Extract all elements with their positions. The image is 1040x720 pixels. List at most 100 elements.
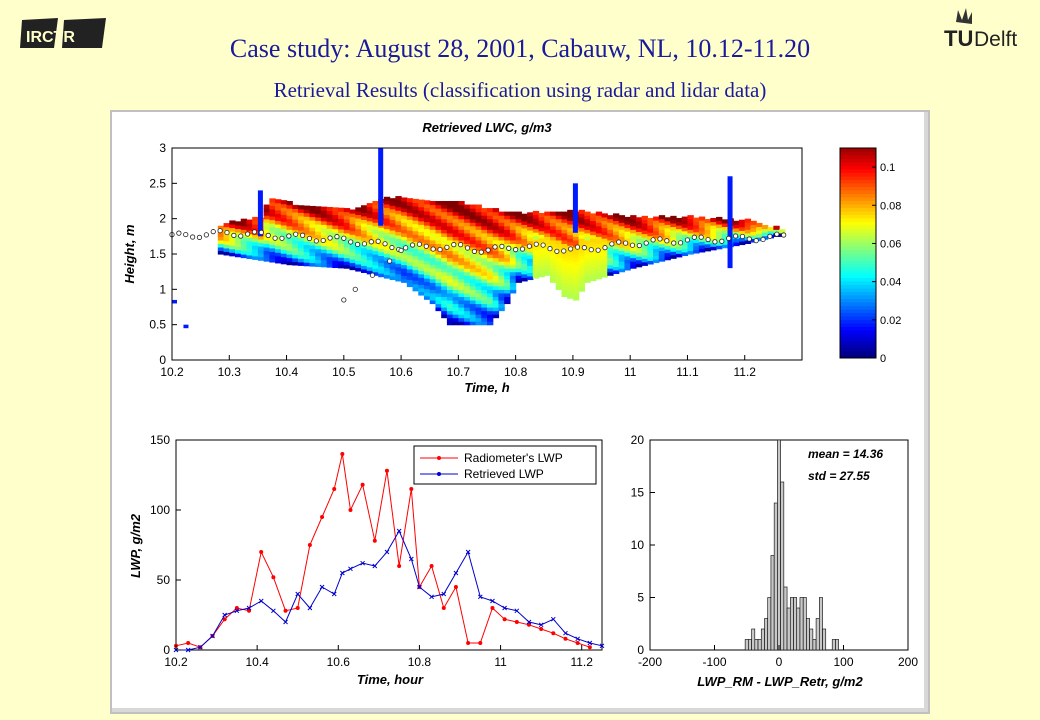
heatmap-cell (332, 249, 339, 254)
lwp-ylabel: LWP, g/m2 (128, 513, 143, 578)
heatmap-cell (441, 310, 448, 315)
heatmap-cell (481, 236, 488, 241)
heatmap-cell (366, 224, 374, 229)
heatmap-cell (710, 228, 717, 233)
heatmap-cell (469, 310, 477, 315)
lidar-point (774, 231, 780, 237)
heatmap-cell (584, 211, 591, 216)
heatmap-cell (544, 243, 551, 248)
heatmap-cell (698, 216, 706, 221)
heatmap-cell (561, 257, 568, 262)
heatmap-cell (446, 232, 454, 237)
heatmap-cell (607, 257, 614, 262)
colorbar-segment (840, 302, 876, 306)
heatmap-cell (607, 246, 614, 252)
hist-x-tick-label: 0 (776, 655, 783, 669)
heatmap-cell (292, 261, 299, 266)
heatmap-cell (366, 220, 374, 225)
heatmap-cell (464, 296, 471, 301)
heatmap-cell (538, 266, 545, 271)
heatmap-cell (521, 213, 528, 218)
heatmap-cell (223, 223, 230, 228)
heatmap-cell (435, 254, 442, 259)
colorbar-segment (840, 281, 876, 285)
heatmap-cell (418, 227, 425, 232)
heatmap-cell (332, 232, 339, 237)
heatmap-cell (653, 227, 660, 232)
heatmap-cell (578, 266, 585, 271)
heatmap-cell (492, 261, 500, 266)
heatmap-cell (504, 275, 511, 280)
colorbar-segment (840, 277, 876, 282)
heatmap-cell (298, 244, 305, 249)
heatmap-cell (521, 277, 528, 282)
heatmap-cell (269, 254, 276, 260)
heatmap-cell (246, 240, 253, 245)
heatmap-cell (504, 229, 511, 234)
heatmap-cell (361, 226, 368, 231)
heatmap-cell (275, 238, 282, 243)
heatmap-cell (487, 264, 494, 269)
heatmap-cell (252, 248, 259, 253)
heatmap-cell (412, 276, 419, 281)
heatmap-cell (492, 236, 500, 241)
heatmap-cell (401, 222, 408, 227)
heatmap-cell (263, 215, 270, 220)
heatmap-cell (613, 255, 620, 260)
hist-y-tick-label: 20 (631, 433, 645, 447)
heatmap-cell (361, 212, 368, 217)
heatmap-cell (653, 241, 660, 246)
heatmap-cell (229, 248, 236, 253)
heatmap-cell (435, 261, 442, 266)
heatmap-cell (418, 217, 425, 222)
heatmap-cell (383, 196, 391, 201)
heatmap-cell (406, 279, 414, 284)
heatmap-cell (475, 268, 482, 273)
heatmap-x-tick-label: 10.5 (332, 365, 356, 379)
heatmap-cell (487, 289, 494, 294)
heatmap-cell (349, 213, 356, 218)
heatmap-cell (383, 217, 391, 223)
heatmap-cell (761, 232, 769, 237)
heatmap-cell (412, 205, 419, 211)
heatmap-cell (487, 317, 494, 322)
heatmap-cell (469, 296, 477, 301)
heatmap-cell (492, 250, 500, 255)
heatmap-cell (567, 227, 574, 232)
heatmap-cell (590, 234, 597, 239)
heatmap-cell (355, 267, 362, 272)
heatmap-cell (698, 230, 706, 235)
heatmap-cell (303, 240, 311, 246)
heatmap-cell (383, 203, 391, 208)
irctr-logo: IRCTR (18, 14, 110, 52)
heatmap-cell (406, 208, 414, 213)
heatmap-cell (406, 201, 414, 206)
heatmap-cell (607, 225, 614, 230)
heatmap-cell (721, 219, 729, 224)
heatmap-cell (630, 218, 637, 223)
heatmap-cell (492, 254, 500, 259)
heatmap-cell (458, 275, 465, 280)
lidar-point (369, 272, 376, 278)
lwp-point (259, 550, 264, 554)
lwp-point (372, 538, 377, 543)
heatmap-cell (435, 289, 442, 294)
heatmap-cell (452, 229, 459, 234)
heatmap-cell (446, 225, 454, 230)
heatmap-cell (378, 241, 385, 246)
heatmap-cell (567, 280, 574, 285)
lidar-point (398, 247, 404, 254)
lidar-point (245, 231, 251, 237)
lwp-point (271, 608, 276, 614)
colorbar-segment (840, 193, 876, 198)
heatmap-cell (332, 225, 339, 230)
heatmap-cell (538, 269, 545, 274)
colorbar-tick-label: 0.08 (880, 200, 901, 212)
heatmap-cell (269, 233, 276, 238)
heatmap-cell (515, 215, 522, 220)
heatmap-cell (424, 253, 431, 258)
heatmap-cell (361, 261, 368, 266)
heatmap-cell (561, 282, 568, 287)
heatmap-cell (498, 275, 505, 280)
heatmap-cell (452, 204, 459, 209)
